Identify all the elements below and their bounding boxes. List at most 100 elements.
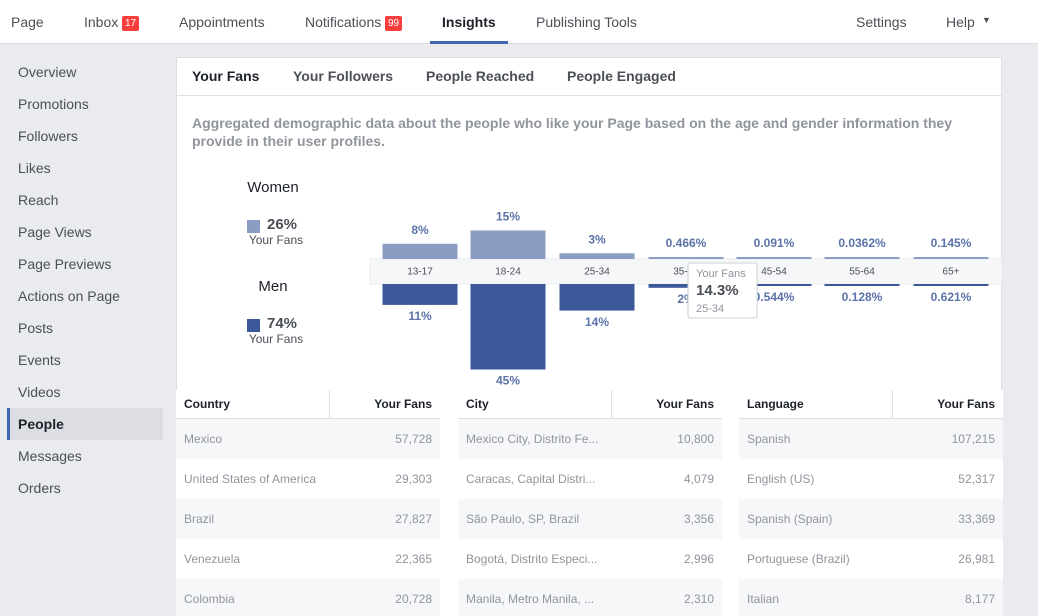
table-cell: English (US) xyxy=(739,459,893,499)
column-header: Your Fans xyxy=(330,390,440,419)
tab[interactable]: People Engaged xyxy=(567,68,676,84)
table-cell: Spanish (Spain) xyxy=(739,499,893,539)
table-cell: United States of America xyxy=(176,459,330,499)
bar xyxy=(470,230,546,259)
table-cell: Mexico xyxy=(176,419,330,459)
dropdown-caret: ▼ xyxy=(982,15,991,25)
category-label: 35-44 xyxy=(673,267,699,278)
table-cell: 27,827 xyxy=(330,499,440,539)
sidebar-item[interactable]: Page Previews xyxy=(18,256,112,272)
table-cell: 22,365 xyxy=(330,539,440,579)
column-header: City xyxy=(458,390,612,419)
column-header: Country xyxy=(176,390,330,419)
active-underline xyxy=(430,41,508,44)
legend-swatch xyxy=(247,319,260,332)
column-header: Your Fans xyxy=(612,390,722,419)
bar xyxy=(559,284,635,311)
tooltip-value: 14.3% xyxy=(696,282,739,299)
tooltip-category: 25-34 xyxy=(696,303,724,315)
legend-swatch xyxy=(247,220,260,233)
sidebar-item[interactable]: Followers xyxy=(18,128,78,144)
legend-share: 26% xyxy=(267,216,297,233)
table-cell: São Paulo, SP, Brazil xyxy=(458,499,612,539)
table-cell: Venezuela xyxy=(176,539,330,579)
value-label: 11% xyxy=(408,309,432,323)
bar xyxy=(824,257,900,259)
value-label: 15% xyxy=(496,210,520,224)
table-cell: 29,303 xyxy=(330,459,440,499)
category-label: 45-54 xyxy=(761,267,787,278)
table-cell: 20,728 xyxy=(330,579,440,616)
legend-caption: Your Fans xyxy=(249,332,303,346)
top-nav xyxy=(0,0,1038,44)
sidebar-item[interactable]: Page Views xyxy=(18,224,92,240)
table-cell: Manila, Metro Manila, ... xyxy=(458,579,612,616)
value-label: 8% xyxy=(411,223,429,237)
value-label: 45% xyxy=(496,374,520,388)
badge: 17 xyxy=(122,16,140,31)
nav-item[interactable]: Publishing Tools xyxy=(536,14,637,30)
column-header: Your Fans xyxy=(893,390,1003,419)
tab[interactable]: Your Followers xyxy=(293,68,394,84)
sidebar-item[interactable]: Promotions xyxy=(18,96,89,112)
bar xyxy=(648,257,724,259)
table-cell: Caracas, Capital Distri... xyxy=(458,459,612,499)
value-label: 0.145% xyxy=(931,236,972,250)
tab[interactable]: Your Fans xyxy=(192,68,260,84)
value-label: 0.128% xyxy=(842,290,883,304)
value-label: 0.466% xyxy=(666,236,707,250)
nav-item[interactable]: Insights xyxy=(442,14,496,30)
table-cell: Brazil xyxy=(176,499,330,539)
nav-item[interactable]: Inbox xyxy=(84,14,119,30)
sidebar-item[interactable]: Events xyxy=(18,352,61,368)
column-header: Language xyxy=(739,390,893,419)
legend-share: 74% xyxy=(267,315,297,332)
category-label: 25-34 xyxy=(584,267,610,278)
table-cell: 3,356 xyxy=(612,499,722,539)
table-cell: 33,369 xyxy=(893,499,1003,539)
table-cell: 8,177 xyxy=(893,579,1003,616)
legend-caption: Your Fans xyxy=(249,233,303,247)
sidebar-item[interactable]: Overview xyxy=(18,64,77,80)
table-cell: 57,728 xyxy=(330,419,440,459)
sidebar-item[interactable]: Videos xyxy=(18,384,61,400)
value-label: 3% xyxy=(588,232,606,246)
table-cell: 107,215 xyxy=(893,419,1003,459)
sidebar-item[interactable]: Actions on Page xyxy=(18,288,120,304)
sidebar-item[interactable]: Posts xyxy=(18,320,54,336)
bar xyxy=(824,284,900,286)
category-label: 55-64 xyxy=(849,267,875,278)
sidebar-item[interactable]: Reach xyxy=(18,192,59,208)
sidebar-item[interactable]: Orders xyxy=(18,480,61,496)
table-cell: 26,981 xyxy=(893,539,1003,579)
bar xyxy=(559,253,635,259)
table-cell: Portuguese (Brazil) xyxy=(739,539,893,579)
value-label: 0.621% xyxy=(931,290,972,304)
table-cell: 4,079 xyxy=(612,459,722,499)
nav-item[interactable]: Appointments xyxy=(179,14,265,30)
tab[interactable]: People Reached xyxy=(426,68,535,84)
category-label: 65+ xyxy=(943,267,960,278)
table-cell: 2,996 xyxy=(612,539,722,579)
value-label: 14% xyxy=(585,315,609,329)
sidebar-item[interactable]: Likes xyxy=(18,160,51,176)
table-cell: Bogotá, Distrito Especi... xyxy=(458,539,612,579)
bar xyxy=(913,257,989,259)
nav-item[interactable]: Page xyxy=(11,14,44,30)
nav-item[interactable]: Help xyxy=(946,14,975,30)
nav-item[interactable]: Notifications xyxy=(305,14,382,30)
table-cell: 52,317 xyxy=(893,459,1003,499)
sidebar-item[interactable]: Messages xyxy=(18,448,82,464)
description: Aggregated demographic data about the pe… xyxy=(192,115,952,149)
category-label: 18-24 xyxy=(495,267,521,278)
badge: 99 xyxy=(385,16,403,31)
bar xyxy=(736,284,812,286)
sidebar-item[interactable]: People xyxy=(7,408,163,440)
tab-divider xyxy=(177,95,1001,96)
bar xyxy=(648,284,724,288)
value-label: 0.544% xyxy=(754,290,795,304)
bar xyxy=(913,284,989,286)
bar xyxy=(736,257,812,259)
nav-item[interactable]: Settings xyxy=(856,14,907,30)
